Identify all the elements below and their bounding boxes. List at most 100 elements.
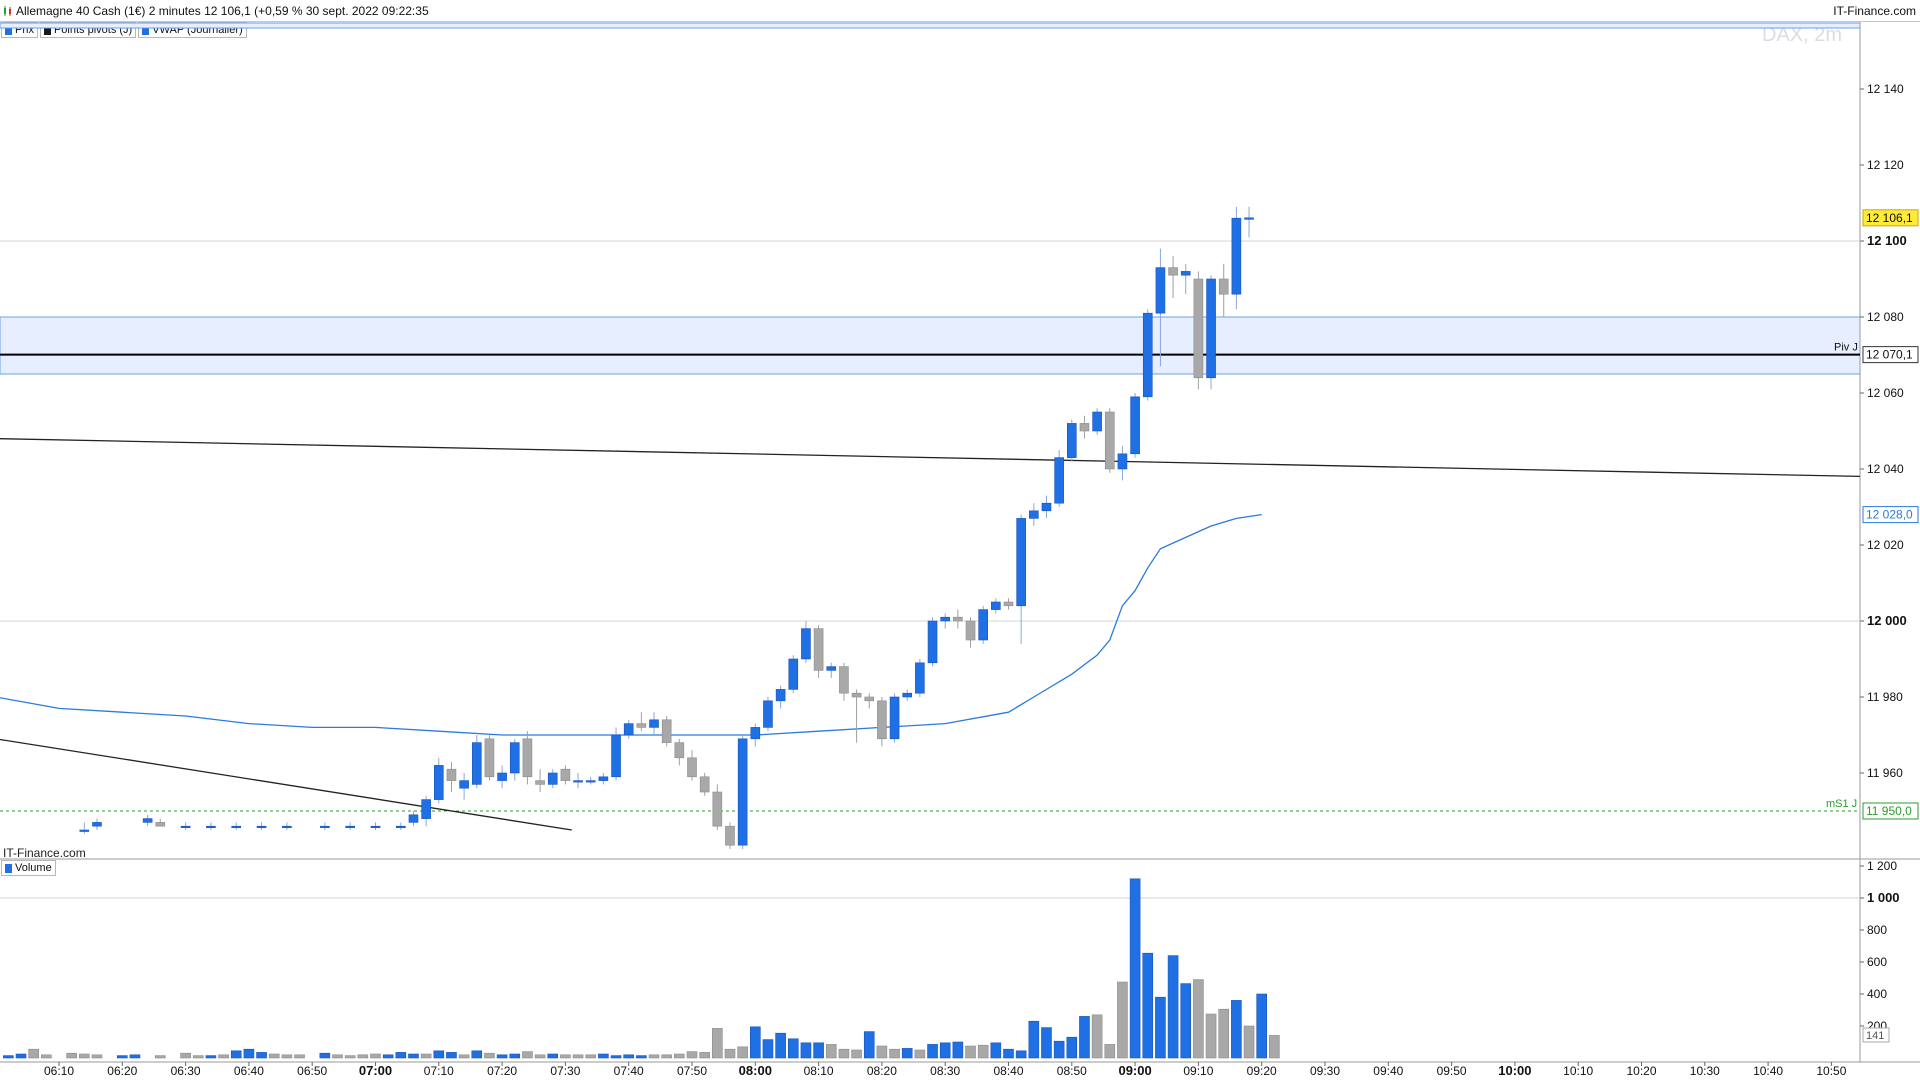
x-tick-label: 06:10	[44, 1064, 74, 1078]
x-tick-label: 10:00	[1498, 1063, 1531, 1078]
pivots-swatch-icon	[43, 25, 51, 35]
last-volume-tag-label: 141	[1866, 1030, 1884, 1042]
candle-body	[788, 658, 799, 690]
volume-bar	[1231, 1000, 1242, 1059]
volume-bar	[509, 1053, 521, 1059]
candle-body	[826, 666, 837, 671]
volume-bar	[382, 1054, 394, 1059]
volume-bar	[1053, 1040, 1065, 1059]
volume-bar	[1205, 1013, 1217, 1059]
x-tick-label: 07:20	[487, 1064, 517, 1078]
volume-bar	[79, 1053, 90, 1059]
vwap-line	[0, 513, 1262, 736]
candle-body	[598, 776, 609, 781]
x-tick-label: 07:40	[614, 1064, 644, 1078]
trendline	[0, 438, 1860, 478]
volume-bar	[610, 1055, 622, 1059]
price-y-tick-label: 12 060	[1867, 386, 1904, 400]
candle-body	[851, 692, 862, 698]
candle-body	[712, 791, 723, 827]
symbol-watermark: DAX, 2m	[1762, 24, 1843, 46]
candle-body	[623, 723, 634, 736]
volume-bar	[41, 1054, 52, 1059]
legend-volume-label: Volume	[15, 862, 52, 874]
volume-bar	[636, 1055, 647, 1059]
volume-bar	[1243, 1025, 1255, 1059]
candle-body	[953, 616, 963, 622]
candle-body	[965, 620, 976, 641]
x-tick-label: 08:40	[993, 1064, 1023, 1078]
brand-link[interactable]: IT-Finance.com	[1833, 4, 1916, 18]
volume-bar	[572, 1054, 584, 1059]
vwap-swatch-icon	[142, 25, 150, 35]
candle-body	[1054, 457, 1064, 504]
candle-body	[1130, 396, 1140, 455]
volume-bar	[117, 1055, 128, 1059]
volume-bar	[737, 1046, 748, 1059]
x-tick-label: 10:40	[1753, 1064, 1783, 1078]
candle-body	[1041, 502, 1052, 512]
volume-bar	[1269, 1035, 1280, 1059]
candle-body	[902, 692, 913, 698]
candle-body	[737, 738, 748, 846]
volume-bar	[205, 1055, 217, 1059]
volume-bar	[787, 1038, 799, 1059]
volume-bar	[1167, 955, 1179, 1059]
candle-body	[649, 719, 659, 728]
volume-bar	[458, 1054, 470, 1059]
x-tick-label: 08:10	[804, 1064, 834, 1078]
volume-bar	[420, 1053, 432, 1059]
volume-bar	[294, 1054, 305, 1059]
volume-bar	[1041, 1027, 1052, 1059]
candle-body	[573, 780, 583, 783]
volume-bar	[433, 1050, 445, 1059]
candle-body	[991, 601, 1001, 610]
volume-y-tick-label: 1 000	[1867, 890, 1900, 905]
volume-bar	[192, 1055, 204, 1059]
volume-bar	[863, 1031, 875, 1059]
candle-body	[889, 696, 900, 740]
candle-body	[636, 723, 647, 728]
candle-body	[1003, 601, 1014, 607]
volume-bar	[825, 1044, 837, 1059]
volume-bar	[1028, 1020, 1040, 1059]
price-tag-label: 12 028,0	[1866, 508, 1913, 522]
volume-bar	[446, 1052, 457, 1059]
volume-bar	[674, 1053, 685, 1059]
volume-bar	[1091, 1014, 1103, 1059]
ms1-label: mS1 J	[1826, 798, 1857, 810]
volume-legend: Volume	[1, 860, 58, 876]
volume-y-tick-label: 600	[1867, 955, 1887, 969]
volume-bar	[712, 1028, 723, 1059]
upper-zone-strip	[0, 22, 1860, 29]
volume-y-tick-label: 400	[1867, 987, 1887, 1001]
volume-bar	[901, 1048, 913, 1059]
candle-body	[484, 738, 495, 778]
price-y-tick-label: 12 140	[1867, 82, 1904, 96]
price-y-tick-label: 12 020	[1867, 538, 1904, 552]
price-tag-box	[1862, 802, 1919, 820]
volume-bar	[243, 1048, 255, 1059]
volume-bar	[598, 1053, 609, 1059]
x-tick-label: 08:30	[930, 1064, 960, 1078]
candle-body	[1206, 278, 1216, 379]
candle-body	[661, 719, 672, 743]
volume-bar	[1117, 981, 1128, 1059]
volume-bar	[218, 1054, 229, 1059]
candle-body	[813, 628, 824, 671]
volume-bar	[129, 1054, 141, 1059]
volume-bar	[1142, 952, 1154, 1059]
candle-body	[940, 616, 951, 622]
candle-body	[1079, 423, 1090, 432]
volume-bar	[1066, 1036, 1078, 1059]
x-tick-label: 06:40	[234, 1064, 264, 1078]
volume-bar	[28, 1048, 39, 1059]
x-tick-label: 09:30	[1310, 1064, 1340, 1078]
x-tick-label: 09:10	[1183, 1064, 1213, 1078]
price-y-tick-label: 12 120	[1867, 158, 1904, 172]
volume-bar	[91, 1054, 103, 1059]
candle-body	[915, 662, 925, 694]
legend-volume-item[interactable]: Volume	[1, 860, 56, 876]
price-y-tick-label: 12 000	[1867, 613, 1907, 628]
